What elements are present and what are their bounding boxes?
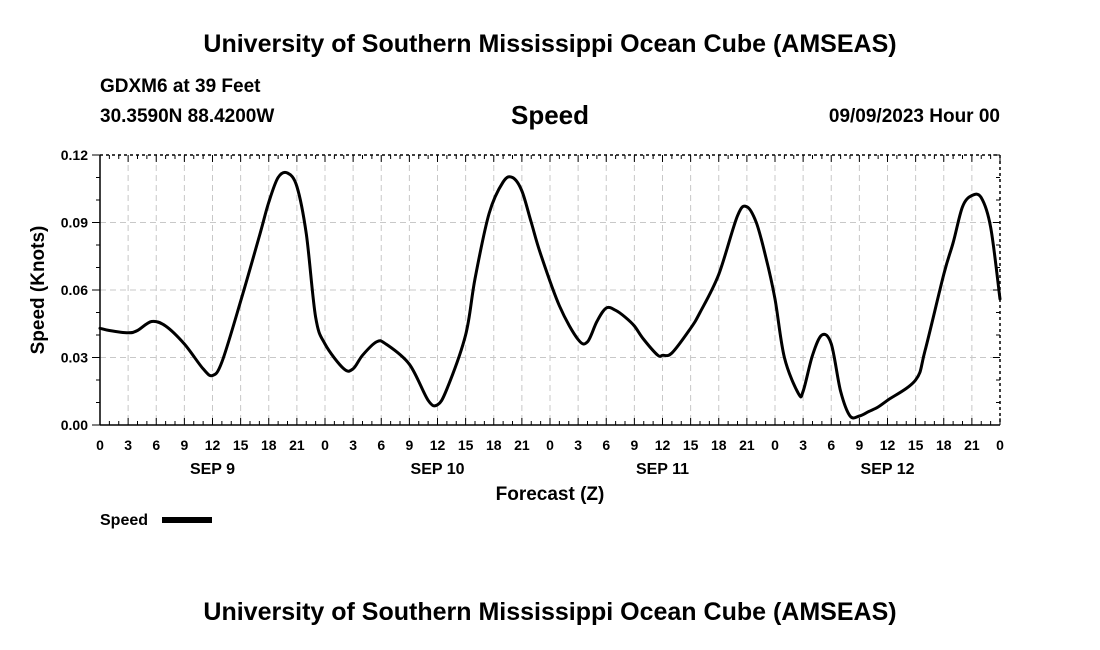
x-tick-label: 9 [855, 437, 863, 453]
y-tick-label: 0.06 [61, 282, 88, 298]
x-tick-label: 0 [96, 437, 104, 453]
x-tick-label: 21 [514, 437, 530, 453]
y-tick-label: 0.03 [61, 350, 88, 366]
x-tick-label: 12 [880, 437, 896, 453]
x-tick-label: 9 [180, 437, 188, 453]
x-tick-label: 0 [321, 437, 329, 453]
x-tick-label: 15 [683, 437, 699, 453]
x-tick-label: 18 [711, 437, 727, 453]
x-tick-label: 0 [996, 437, 1004, 453]
day-labels: SEP 9 SEP 10 SEP 11 SEP 12 [190, 461, 915, 478]
x-tick-label: 6 [152, 437, 160, 453]
x-tick-label: 12 [430, 437, 446, 453]
x-tick-label: 6 [377, 437, 385, 453]
axis-ticks [92, 154, 1001, 426]
station-coordinates: 30.3590N 88.4200W [100, 106, 275, 127]
chart-title: Speed [510, 100, 590, 130]
station-label: GDXM6 at 39 Feet [100, 76, 261, 97]
x-tick-label: 3 [124, 437, 132, 453]
x-tick-label: 15 [458, 437, 474, 453]
x-tick-label: 15 [233, 437, 249, 453]
x-tick-label: 21 [964, 437, 980, 453]
x-tick-label: 0 [771, 437, 779, 453]
page-title: University of Southern Mississippi Ocean… [203, 30, 897, 58]
y-tick-label: 0.09 [61, 215, 88, 231]
footer-title: University of Southern Mississippi Ocean… [203, 598, 897, 626]
x-tick-label: 6 [827, 437, 835, 453]
x-tick-label: 3 [799, 437, 807, 453]
day-label: SEP 9 [190, 461, 235, 478]
y-axis-label: Speed (Knots) [28, 226, 49, 355]
forecast-datetime: 09/09/2023 Hour 00 [828, 106, 1000, 127]
y-tick-label: 0.12 [61, 147, 88, 163]
x-tick-label: 18 [261, 437, 277, 453]
x-tick-label: 21 [739, 437, 755, 453]
x-tick-label: 0 [546, 437, 554, 453]
x-tick-label: 18 [936, 437, 952, 453]
x-tick-label: 9 [630, 437, 638, 453]
x-tick-label: 3 [574, 437, 582, 453]
day-label: SEP 12 [861, 461, 915, 478]
y-tick-label: 0.00 [61, 417, 88, 433]
day-label: SEP 10 [411, 461, 465, 478]
day-label: SEP 11 [636, 461, 689, 478]
y-tick-labels: 0.00 0.03 0.06 0.09 0.12 [61, 147, 88, 433]
speed-series-line [98, 170, 1002, 420]
x-tick-label: 15 [908, 437, 924, 453]
x-tick-label: 6 [602, 437, 610, 453]
x-tick-labels: 0 3 6 9 12 15 18 21 0 3 6 9 12 15 18 21 0 3 6 9 12 15 18 21 0 3 6 9… [96, 437, 1004, 453]
x-tick-label: 12 [205, 437, 221, 453]
x-tick-label: 21 [289, 437, 305, 453]
x-axis-label: Forecast (Z) [496, 484, 605, 505]
x-tick-label: 18 [486, 437, 502, 453]
grid-lines [100, 155, 1000, 425]
x-tick-label: 9 [405, 437, 413, 453]
x-tick-label: 3 [349, 437, 357, 453]
x-tick-label: 12 [655, 437, 671, 453]
legend-entry-speed: Speed [100, 512, 148, 529]
